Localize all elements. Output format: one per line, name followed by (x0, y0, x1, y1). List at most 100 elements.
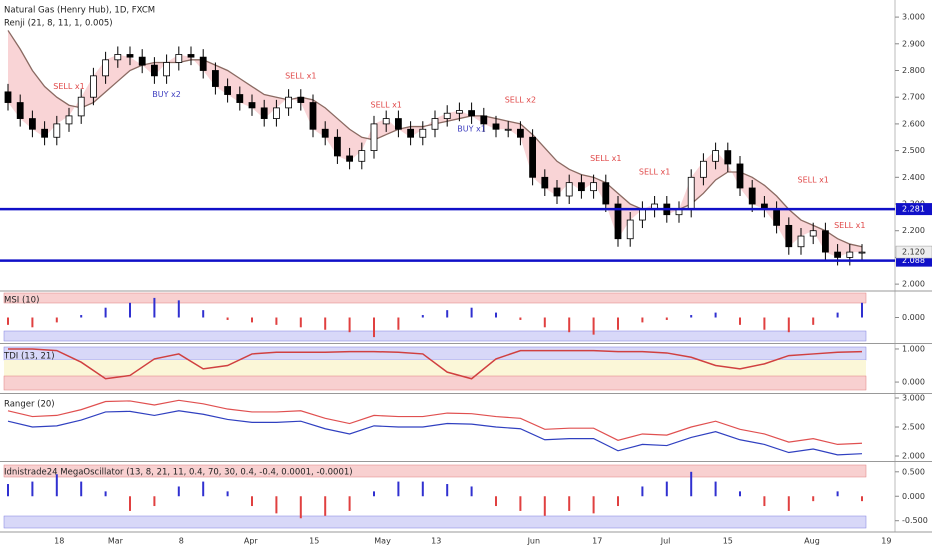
x-tick-label: 15 (309, 537, 319, 546)
signal-label: SELL x1 (370, 101, 401, 110)
candle-body (297, 96, 305, 103)
candle-body (163, 62, 171, 77)
histogram-bar (592, 317, 595, 335)
candle-body (407, 128, 415, 138)
histogram-bar (861, 496, 863, 502)
signal-label: BUY x1 (457, 125, 486, 134)
level-label: 2.088 (902, 256, 925, 265)
candle-body (809, 230, 817, 237)
msi-upper-zone (3, 292, 867, 304)
candle-body (553, 187, 561, 197)
histogram-bar (299, 496, 302, 519)
candle-body (65, 115, 73, 125)
x-tick-label: 17 (592, 537, 602, 546)
y-tick-label: 0.000 (902, 378, 925, 387)
last-price-box (895, 245, 932, 259)
histogram-bar (665, 481, 668, 497)
indicator-title: Ranger (20) (4, 400, 55, 410)
x-tick-label: Jun (527, 537, 541, 546)
x-tick-label: 13 (431, 537, 441, 546)
x-tick-label: 8 (179, 537, 184, 546)
histogram-bar (787, 496, 790, 511)
candle-body (382, 118, 390, 125)
x-tick-label: 18 (54, 537, 64, 546)
histogram-bar (543, 317, 546, 328)
candle-body (529, 136, 536, 178)
histogram-bar (690, 315, 693, 318)
candle-body (431, 118, 439, 130)
candle-body (468, 110, 476, 117)
y-tick-label: 2.200 (902, 226, 925, 235)
histogram-bar (812, 317, 815, 325)
histogram-bar (617, 496, 619, 507)
candle-body (797, 235, 805, 248)
histogram-bar (421, 315, 424, 318)
x-tick-label: Mar (108, 537, 124, 546)
candle-body (504, 128, 512, 131)
tdi-lower-zone (3, 375, 867, 391)
y-tick-label: 2.700 (902, 93, 925, 102)
y-tick-label: 1.000 (902, 344, 925, 353)
y-tick-label: 2.400 (902, 173, 925, 182)
histogram-bar (421, 481, 424, 497)
candle-body (578, 182, 585, 192)
last-price-label: 2.120 (902, 248, 925, 257)
histogram-bar (55, 474, 58, 497)
histogram-bar (275, 317, 278, 325)
indicator-title: Idnistrade24 MegaOscillator (13, 8, 21, … (4, 468, 353, 478)
signal-label: SELL x1 (285, 71, 316, 80)
candle-body (565, 182, 573, 197)
candle-body (614, 203, 622, 240)
y-tick-label: 2.000 (902, 280, 925, 289)
candle-body (626, 219, 634, 240)
histogram-bar (348, 317, 351, 333)
y-tick-label: 3.000 (902, 13, 925, 22)
level-label: 2.281 (902, 205, 925, 214)
histogram-bar (690, 471, 693, 497)
y-tick-label: 2.500 (902, 146, 925, 155)
x-tick-label: 19 (881, 537, 891, 546)
histogram-bar (641, 317, 644, 323)
histogram-bar (861, 302, 863, 318)
candle-body (419, 128, 427, 138)
histogram-bar (641, 486, 644, 497)
y-tick-label: 3.000 (902, 394, 925, 403)
histogram-bar (80, 315, 83, 318)
candle-body (28, 118, 36, 130)
y-tick-label: -0.500 (902, 516, 928, 525)
y-tick-label: 2.900 (902, 39, 925, 48)
candle-body (517, 128, 524, 138)
histogram-bar (177, 486, 180, 497)
histogram-bar (519, 496, 522, 511)
candle-body (260, 107, 268, 119)
candle-body (4, 91, 12, 103)
tdi-upper-zone (3, 346, 867, 361)
candle-body (541, 176, 549, 189)
histogram-bar (836, 312, 839, 318)
candle-body (846, 251, 854, 258)
histogram-bar (251, 496, 253, 507)
candle-body (492, 123, 500, 130)
indicator-title: MSI (10) (4, 296, 39, 306)
y-tick-label: 0.500 (902, 467, 925, 476)
histogram-bar (373, 491, 375, 497)
histogram-bar (202, 481, 205, 497)
histogram-bar (446, 484, 449, 497)
histogram-bar (714, 481, 717, 497)
signal-label: SELL x2 (505, 95, 536, 104)
histogram-bar (495, 496, 497, 507)
tdi-middle-zone (4, 360, 866, 376)
histogram-bar (397, 317, 400, 330)
y-tick-label: 2.800 (902, 66, 925, 75)
candle-body (639, 208, 646, 221)
indicator-title: TDI (13, 21) (3, 352, 55, 362)
histogram-bar (739, 491, 741, 497)
candle-body (748, 187, 756, 205)
candle-body (455, 110, 463, 114)
histogram-bar (80, 481, 83, 497)
histogram-bar (177, 300, 180, 318)
signal-label: SELL x1 (797, 175, 828, 184)
candle-body (41, 128, 48, 138)
histogram-bar (55, 317, 58, 323)
